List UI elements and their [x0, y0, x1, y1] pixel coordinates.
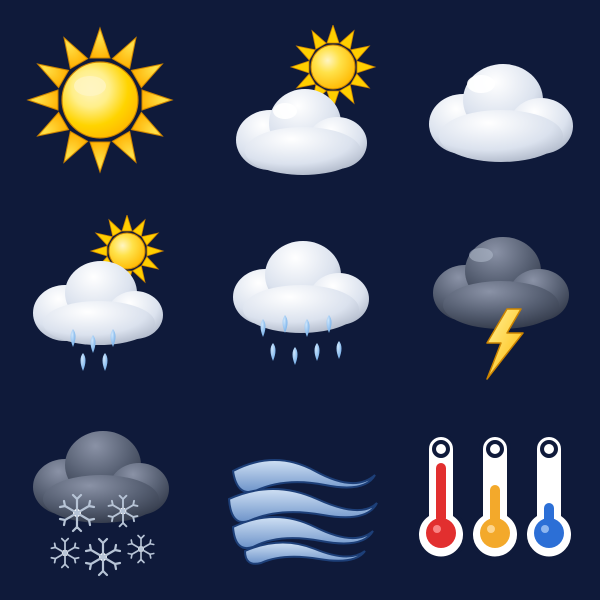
icon-sunny [10, 10, 190, 190]
cloud-rain-icon [215, 215, 385, 385]
thermometer-hot-icon [417, 435, 465, 558]
cloud-snow-icon [15, 415, 185, 585]
icon-wind [210, 410, 390, 590]
thermometer-cold-icon [525, 435, 573, 558]
sun-icon [20, 20, 180, 180]
wind-icon [215, 435, 385, 565]
thermometer-warm-icon [471, 435, 519, 558]
icon-snow [10, 410, 190, 590]
icon-thunderstorm [410, 210, 590, 390]
icon-thermometers [410, 410, 590, 590]
cloud-storm-icon [415, 215, 585, 385]
cloud-icon [415, 30, 585, 170]
icon-rain [210, 210, 390, 390]
icon-cloudy [410, 10, 590, 190]
cloud-sun-icon [215, 25, 385, 175]
thermometer-icon [415, 425, 585, 575]
icon-partly-cloudy [210, 10, 390, 190]
cloud-sun-rain-icon [15, 215, 185, 385]
icon-sun-rain [10, 210, 190, 390]
